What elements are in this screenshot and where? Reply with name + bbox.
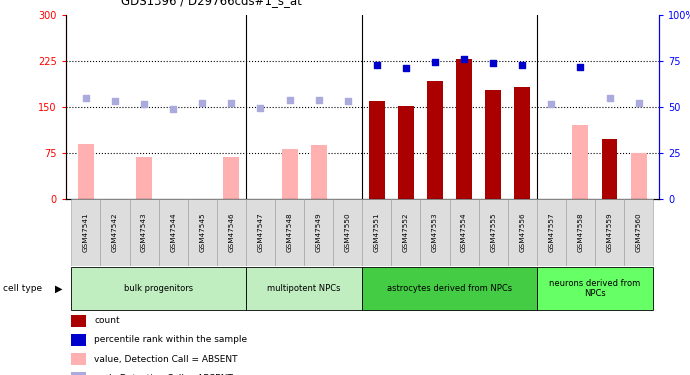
FancyBboxPatch shape bbox=[71, 267, 246, 310]
Bar bbox=[224, 157, 239, 199]
FancyBboxPatch shape bbox=[71, 199, 101, 266]
FancyBboxPatch shape bbox=[72, 372, 86, 375]
Text: GSM47546: GSM47546 bbox=[228, 213, 235, 252]
FancyBboxPatch shape bbox=[72, 315, 86, 327]
Point bbox=[81, 95, 92, 101]
Text: rank, Detection Call = ABSENT: rank, Detection Call = ABSENT bbox=[94, 374, 233, 375]
Text: multipotent NPCs: multipotent NPCs bbox=[267, 284, 341, 293]
Text: GSM47544: GSM47544 bbox=[170, 213, 176, 252]
Bar bbox=[368, 101, 385, 199]
Point bbox=[400, 64, 411, 70]
Text: percentile rank within the sample: percentile rank within the sample bbox=[94, 335, 247, 344]
Text: GSM47559: GSM47559 bbox=[607, 213, 613, 252]
Text: GSM47551: GSM47551 bbox=[374, 213, 380, 252]
Point bbox=[255, 105, 266, 111]
Point bbox=[226, 100, 237, 106]
Bar bbox=[573, 125, 589, 199]
FancyBboxPatch shape bbox=[391, 199, 420, 266]
FancyBboxPatch shape bbox=[479, 199, 508, 266]
Bar bbox=[78, 144, 94, 199]
Bar bbox=[514, 87, 530, 199]
Point bbox=[575, 64, 586, 70]
Point bbox=[488, 60, 499, 66]
Point bbox=[429, 58, 440, 64]
Text: GSM47553: GSM47553 bbox=[432, 213, 438, 252]
Text: GSM47542: GSM47542 bbox=[112, 213, 118, 252]
Bar bbox=[136, 157, 152, 199]
Point bbox=[371, 62, 382, 68]
Text: GDS1396 / D29766cds#1_s_at: GDS1396 / D29766cds#1_s_at bbox=[121, 0, 302, 8]
Bar bbox=[485, 90, 501, 199]
Text: value, Detection Call = ABSENT: value, Detection Call = ABSENT bbox=[94, 355, 237, 364]
FancyBboxPatch shape bbox=[275, 199, 304, 266]
Text: GSM47543: GSM47543 bbox=[141, 213, 147, 252]
FancyBboxPatch shape bbox=[159, 199, 188, 266]
Text: GSM47545: GSM47545 bbox=[199, 213, 205, 252]
Bar bbox=[631, 153, 647, 199]
FancyBboxPatch shape bbox=[624, 199, 653, 266]
Point bbox=[604, 95, 615, 101]
FancyBboxPatch shape bbox=[217, 199, 246, 266]
Text: GSM47558: GSM47558 bbox=[578, 213, 584, 252]
FancyBboxPatch shape bbox=[362, 199, 391, 266]
FancyBboxPatch shape bbox=[508, 199, 537, 266]
Text: GSM47556: GSM47556 bbox=[520, 213, 525, 252]
FancyBboxPatch shape bbox=[537, 267, 653, 310]
FancyBboxPatch shape bbox=[72, 353, 86, 365]
FancyBboxPatch shape bbox=[246, 267, 362, 310]
Point bbox=[110, 98, 121, 104]
Text: GSM47541: GSM47541 bbox=[83, 213, 89, 252]
Text: GSM47554: GSM47554 bbox=[461, 213, 467, 252]
Point bbox=[633, 100, 644, 106]
FancyBboxPatch shape bbox=[595, 199, 624, 266]
Point bbox=[139, 101, 150, 107]
FancyBboxPatch shape bbox=[72, 334, 86, 346]
FancyBboxPatch shape bbox=[246, 199, 275, 266]
Text: neurons derived from
NPCs: neurons derived from NPCs bbox=[549, 279, 640, 298]
Point bbox=[546, 101, 557, 107]
FancyBboxPatch shape bbox=[566, 199, 595, 266]
Text: astrocytes derived from NPCs: astrocytes derived from NPCs bbox=[387, 284, 512, 293]
FancyBboxPatch shape bbox=[362, 267, 537, 310]
Point bbox=[459, 56, 470, 62]
Point bbox=[342, 98, 353, 104]
Text: GSM47547: GSM47547 bbox=[257, 213, 264, 252]
Text: GSM47557: GSM47557 bbox=[549, 213, 554, 252]
Bar bbox=[310, 145, 326, 199]
Point bbox=[284, 96, 295, 102]
FancyBboxPatch shape bbox=[188, 199, 217, 266]
FancyBboxPatch shape bbox=[449, 199, 479, 266]
Text: GSM47550: GSM47550 bbox=[345, 213, 351, 252]
Text: GSM47549: GSM47549 bbox=[315, 213, 322, 252]
Text: cell type: cell type bbox=[3, 284, 43, 293]
FancyBboxPatch shape bbox=[420, 199, 449, 266]
FancyBboxPatch shape bbox=[304, 199, 333, 266]
Bar bbox=[602, 139, 618, 199]
Text: GSM47548: GSM47548 bbox=[286, 213, 293, 252]
FancyBboxPatch shape bbox=[333, 199, 362, 266]
Text: GSM47555: GSM47555 bbox=[490, 213, 496, 252]
Point bbox=[517, 62, 528, 68]
Text: ▶: ▶ bbox=[55, 284, 62, 294]
FancyBboxPatch shape bbox=[537, 199, 566, 266]
Bar bbox=[427, 81, 443, 199]
Text: count: count bbox=[94, 316, 119, 325]
Bar bbox=[456, 59, 472, 199]
Text: GSM47560: GSM47560 bbox=[635, 213, 642, 252]
Point bbox=[197, 100, 208, 106]
Point bbox=[313, 96, 324, 102]
FancyBboxPatch shape bbox=[101, 199, 130, 266]
Text: GSM47552: GSM47552 bbox=[403, 213, 409, 252]
FancyBboxPatch shape bbox=[130, 199, 159, 266]
Text: bulk progenitors: bulk progenitors bbox=[124, 284, 193, 293]
Point bbox=[168, 106, 179, 112]
Bar bbox=[282, 148, 297, 199]
Bar bbox=[398, 106, 414, 199]
